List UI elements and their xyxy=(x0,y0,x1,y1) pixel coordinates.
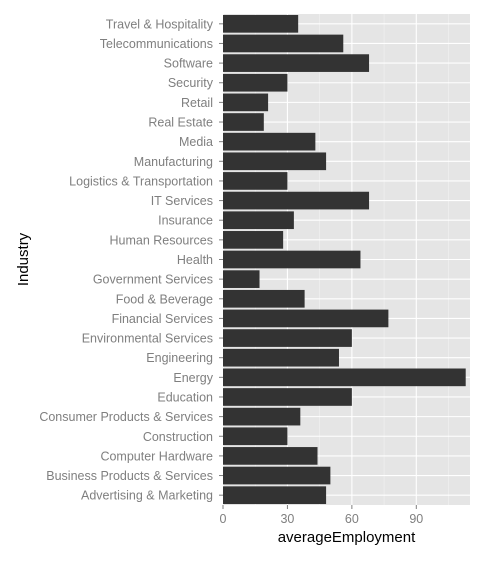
x-tick-label: 90 xyxy=(409,512,423,526)
bar-engineering xyxy=(223,348,339,367)
y-tick-label: Business Products & Services xyxy=(46,469,213,483)
bar-education xyxy=(223,388,352,406)
y-tick-label: Human Resources xyxy=(109,233,213,247)
bar-financial-services xyxy=(223,309,389,328)
x-axis-title: averageEmployment xyxy=(278,529,416,546)
bar-retail xyxy=(223,93,269,112)
y-tick-label: Logistics & Transportation xyxy=(69,174,213,188)
bar-energy xyxy=(223,368,466,387)
y-tick-label: Software xyxy=(164,57,213,71)
bar-consumer-products-services xyxy=(223,407,301,426)
bar-construction xyxy=(223,427,288,446)
y-tick-label: Real Estate xyxy=(148,116,213,130)
bar-environmental-services xyxy=(223,329,352,347)
y-tick-label: Insurance xyxy=(158,214,213,228)
bar-computer-hardware xyxy=(223,447,318,465)
y-tick-label: Energy xyxy=(173,371,213,385)
y-tick-label: Advertising & Marketing xyxy=(81,489,213,503)
bar-advertising-marketing xyxy=(223,486,327,505)
y-tick-label: Travel & Hospitality xyxy=(106,17,214,31)
y-tick-label: Environmental Services xyxy=(82,332,213,346)
bar-security xyxy=(223,73,288,92)
bar-travel-hospitality xyxy=(223,14,299,33)
y-tick-label: Engineering xyxy=(146,351,213,365)
y-tick-label: Media xyxy=(179,135,213,149)
y-tick-label: Financial Services xyxy=(112,312,213,326)
x-tick-label: 0 xyxy=(220,512,227,526)
bar-telecommunications xyxy=(223,34,344,53)
y-tick-label: Retail xyxy=(181,96,213,110)
bar-government-services xyxy=(223,270,260,288)
y-tick-label: Government Services xyxy=(93,273,213,287)
y-tick-label: Consumer Products & Services xyxy=(39,410,213,424)
y-tick-label: Security xyxy=(168,76,214,90)
y-tick-label: IT Services xyxy=(151,194,213,208)
bar-manufacturing xyxy=(223,152,327,171)
bar-human-resources xyxy=(223,231,284,249)
x-tick-label: 30 xyxy=(280,512,294,526)
y-axis-tick-labels: Advertising & Marketing Business Products… xyxy=(39,17,223,503)
bar-food-beverage xyxy=(223,289,305,308)
x-tick-label: 60 xyxy=(345,512,359,526)
y-tick-label: Education xyxy=(157,390,213,404)
y-tick-label: Telecommunications xyxy=(100,37,213,51)
bar-real-estate xyxy=(223,113,264,131)
bar-software xyxy=(223,54,370,72)
bar-business-products-services xyxy=(223,466,331,485)
bar-insurance xyxy=(223,211,294,230)
y-tick-label: Computer Hardware xyxy=(100,449,213,463)
y-tick-label: Health xyxy=(177,253,213,267)
bar-health xyxy=(223,250,361,269)
bar-logistics-transportation xyxy=(223,172,288,190)
y-tick-label: Manufacturing xyxy=(134,155,213,169)
y-tick-label: Construction xyxy=(143,430,213,444)
bar-it-services xyxy=(223,191,370,210)
bar-media xyxy=(223,132,316,151)
bars xyxy=(223,14,466,505)
y-tick-label: Food & Beverage xyxy=(116,292,213,306)
y-axis-title: Industry xyxy=(15,232,32,286)
x-axis-tick-labels: 0 30 60 90 xyxy=(220,505,423,526)
